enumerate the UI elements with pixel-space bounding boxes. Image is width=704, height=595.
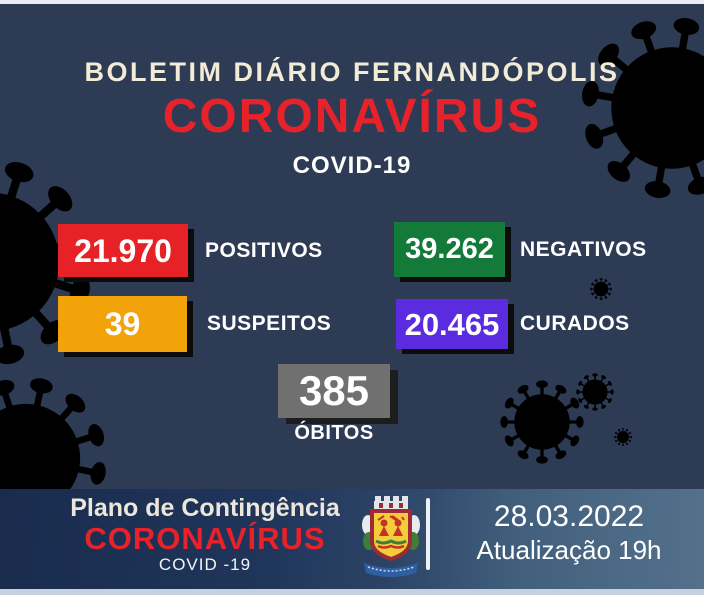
stat-value-positivos: 21.970 (74, 232, 172, 269)
stat-label-positivos: POSITIVOS (205, 238, 323, 262)
stat-box-obitos: 385 (278, 364, 390, 418)
plan-covid-label: COVID -19 (158, 554, 252, 574)
stat-value-negativos: 39.262 (405, 233, 494, 265)
city-crest-icon (362, 496, 420, 577)
bulletin-title: CORONAVÍRUS (162, 90, 542, 143)
top-border-strip (0, 0, 704, 4)
stat-box-curados: 20.465 (396, 299, 508, 349)
contingency-plan-block: Plano de Contingência CORONAVÍRUS COVID … (40, 494, 370, 574)
stat-label-suspeitos: SUSPEITOS (207, 312, 332, 335)
stat-box-suspeitos: 39 (58, 296, 187, 352)
bulletin-covid-label: COVID-19 (292, 152, 412, 179)
coronavirus-icon (500, 380, 583, 463)
stat-label-curados: CURADOS (520, 312, 630, 335)
stat-value-curados: 20.465 (404, 306, 500, 342)
update-block: 28.03.2022 Atualização 19h (443, 499, 695, 566)
stat-box-positivos: 21.970 (58, 224, 188, 277)
footer-date: 28.03.2022 (493, 500, 645, 533)
plan-coronavirus-label: CORONAVÍRUS (84, 520, 326, 556)
coronavirus-icon (576, 373, 614, 411)
plan-title: Plano de Contingência (70, 494, 340, 522)
bottom-border-strip (0, 589, 704, 595)
footer-bar: Plano de Contingência CORONAVÍRUS COVID … (0, 489, 704, 589)
stat-value-suspeitos: 39 (104, 306, 141, 342)
coronavirus-icon (590, 278, 612, 300)
footer-update-time: Atualização 19h (476, 535, 662, 565)
coronavirus-icon (614, 428, 632, 446)
stat-label-negativos: NEGATIVOS (520, 237, 647, 261)
stat-label-obitos: ÓBITOS (294, 421, 374, 444)
stat-box-negativos: 39.262 (394, 222, 505, 277)
bulletin-header-line: BOLETIM DIÁRIO FERNANDÓPOLIS (84, 57, 620, 87)
stat-value-obitos: 385 (298, 367, 370, 414)
footer-divider (426, 498, 430, 570)
